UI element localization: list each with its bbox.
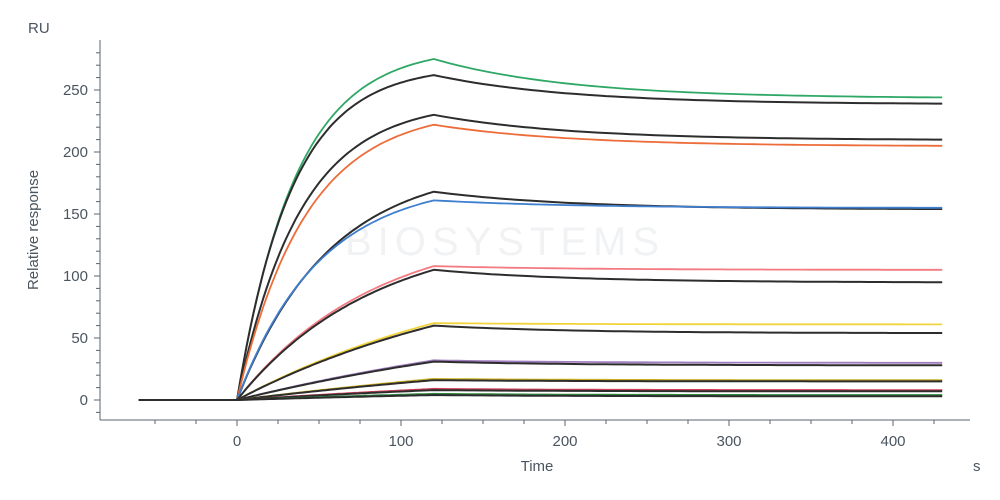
measured-curve-line xyxy=(138,123,943,401)
fit-curve-line xyxy=(138,324,943,401)
y-axis-title: Relative response xyxy=(25,170,42,290)
watermark-text: BIOSYSTEMS xyxy=(345,220,665,264)
fit-curve-line xyxy=(138,74,943,401)
x-tick-label: 400 xyxy=(880,433,905,450)
fit-curve-line xyxy=(138,379,943,401)
x-tick-label: 200 xyxy=(552,433,577,450)
fit-curve-line xyxy=(138,394,943,401)
fit-curve-line xyxy=(138,360,943,401)
y-tick-label: 200 xyxy=(63,144,88,161)
x-unit-label: s xyxy=(973,458,981,475)
x-axis-title: Time xyxy=(521,458,554,475)
measured-curve-line xyxy=(138,199,943,401)
x-tick-label: 100 xyxy=(388,433,413,450)
series-lines xyxy=(138,58,943,401)
y-tick-label: 150 xyxy=(63,206,88,223)
y-tick-label: 250 xyxy=(63,82,88,99)
x-tick-label: 0 xyxy=(233,433,241,450)
ticks: 0 100 200 300 400 0 50 100 150 200 250 xyxy=(63,52,935,450)
fit-curve-line xyxy=(138,113,943,401)
axes xyxy=(99,40,970,421)
y-tick-label: 0 xyxy=(80,392,88,409)
fit-curve-line xyxy=(138,389,943,401)
fit-curve-line xyxy=(138,268,943,401)
measured-curve-line xyxy=(138,58,943,401)
y-tick-label: 100 xyxy=(63,268,88,285)
y-unit-label: RU xyxy=(28,20,50,37)
y-tick-label: 50 xyxy=(71,330,88,347)
measured-curve-line xyxy=(138,265,943,401)
x-tick-label: 300 xyxy=(716,433,741,450)
